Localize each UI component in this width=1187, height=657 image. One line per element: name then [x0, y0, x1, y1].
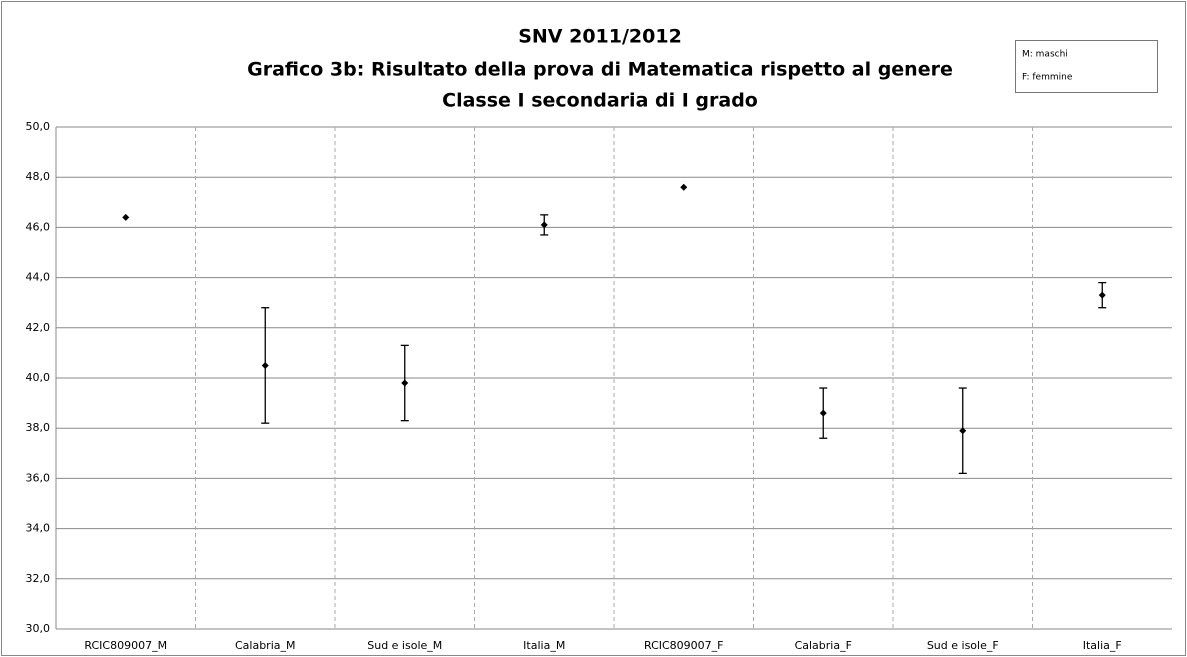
- y-tick-label: 38,0: [26, 421, 51, 434]
- y-tick-label: 32,0: [26, 572, 51, 585]
- y-tick-label: 34,0: [26, 522, 51, 535]
- x-tick-label: Calabria_M: [235, 639, 296, 652]
- y-tick-label: 40,0: [26, 371, 51, 384]
- point: [261, 361, 269, 369]
- x-tick-label: Italia_F: [1083, 639, 1122, 652]
- y-tick-label: 48,0: [26, 170, 51, 183]
- x-tick-label: RCIC809007_F: [644, 639, 724, 652]
- x-tick-label: Sud e isole_M: [367, 639, 442, 652]
- point: [122, 213, 130, 221]
- point: [959, 427, 967, 435]
- point: [680, 183, 688, 191]
- point: [401, 379, 409, 387]
- point: [819, 409, 827, 417]
- legend-note: F: femmine: [1022, 73, 1073, 83]
- x-tick-label: Calabria_F: [795, 639, 852, 652]
- legend-box: [1015, 40, 1158, 93]
- y-tick-label: 50,0: [26, 120, 51, 133]
- chart-title: Grafico 3b: Risultato della prova di Mat…: [247, 59, 953, 81]
- chart-title: Classe I secondaria di I grado: [442, 90, 758, 112]
- x-tick-label: Italia_M: [523, 639, 565, 652]
- y-tick-label: 44,0: [26, 271, 51, 284]
- legend-note: M: maschi: [1022, 50, 1068, 60]
- x-tick-label: Sud e isole_F: [927, 639, 999, 652]
- chart-title: SNV 2011/2012: [518, 26, 682, 48]
- y-tick-label: 30,0: [26, 622, 51, 635]
- point: [1098, 291, 1106, 299]
- y-tick-label: 42,0: [26, 321, 51, 334]
- point: [540, 221, 548, 229]
- y-tick-label: 36,0: [26, 471, 51, 484]
- x-tick-label: RCIC809007_M: [84, 639, 167, 652]
- y-tick-label: 46,0: [26, 220, 51, 233]
